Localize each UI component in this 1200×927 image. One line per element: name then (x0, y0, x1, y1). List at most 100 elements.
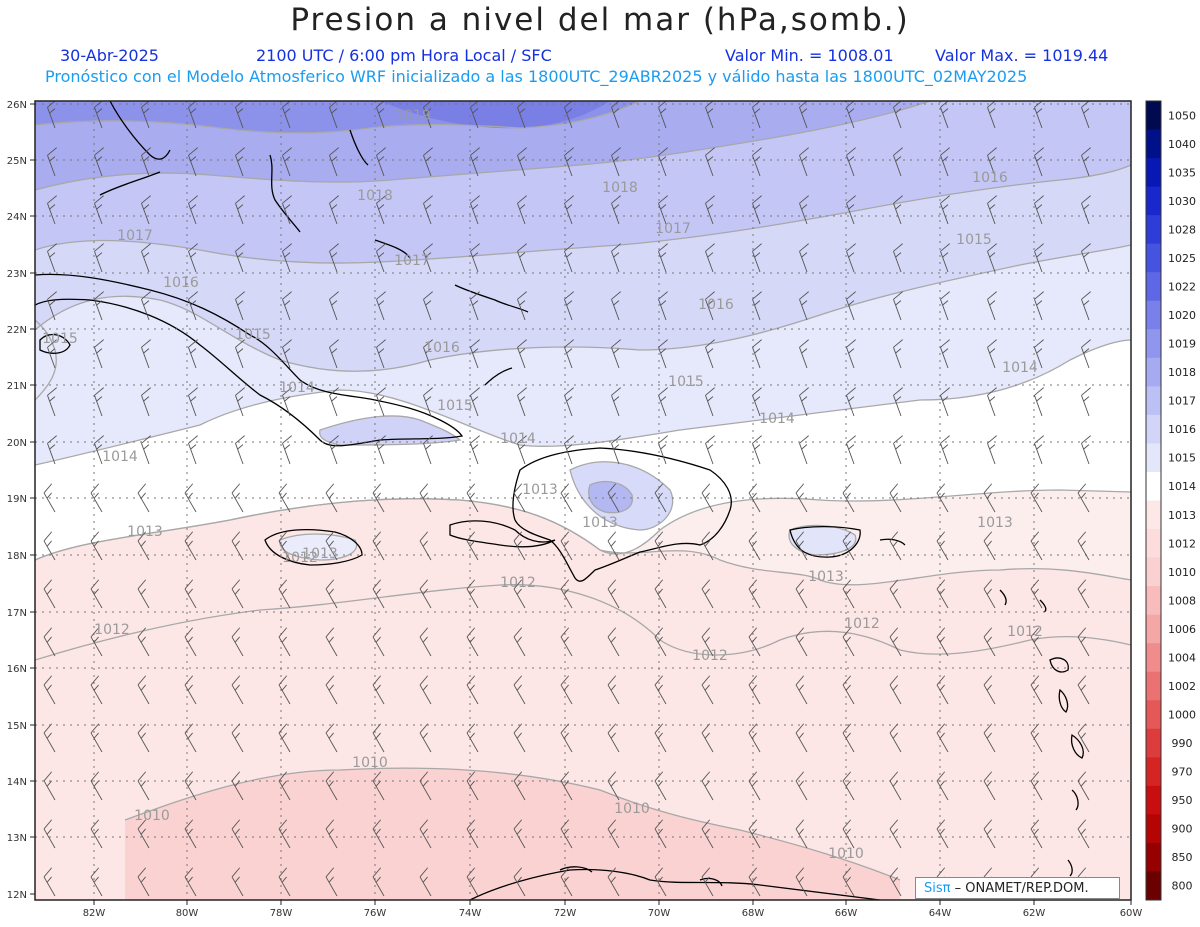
lat-label: 13N (7, 833, 27, 844)
wind-barb-flag (987, 243, 997, 252)
wind-barb-shaft (1030, 588, 1043, 609)
wind-barb-shaft (1077, 636, 1090, 657)
wind-barb-flag (940, 387, 950, 396)
wind-barb-shaft (513, 540, 526, 561)
wind-barb-flag (942, 396, 949, 402)
wind-barb-flag (516, 684, 522, 691)
wind-barb-flag (654, 819, 664, 830)
wind-barb-flag (754, 108, 761, 114)
wind-barb-shaft (188, 107, 197, 129)
wind-barb-shaft (282, 155, 291, 177)
wind-barb-flag (610, 588, 616, 595)
wind-barb-flag (566, 252, 573, 258)
wind-barb-flag (517, 101, 526, 108)
wind-barb-flag (235, 147, 245, 156)
wind-barb-flag (705, 387, 715, 396)
wind-barb-flag (660, 348, 667, 354)
wind-barb-shaft (752, 107, 761, 129)
wind-barb-flag (143, 156, 150, 162)
wind-barb-flag (986, 828, 992, 835)
wind-barb-flag (658, 387, 668, 396)
wind-barb-flag (282, 291, 292, 300)
wind-barb-shaft (560, 492, 573, 513)
wind-barb-flag (939, 684, 945, 691)
wind-barb-shaft (936, 684, 949, 705)
wind-barb-flag (752, 147, 762, 156)
wind-barb-flag (141, 387, 151, 396)
wind-barb-flag (987, 339, 997, 348)
wind-barb-flag (328, 684, 334, 691)
wind-barb-flag (842, 579, 852, 590)
wind-barb-flag (43, 723, 53, 734)
wind-barb-flag (989, 204, 996, 210)
wind-barb-flag (940, 147, 950, 156)
wind-barb-shaft (607, 492, 620, 513)
wind-barb-shaft (983, 540, 996, 561)
wind-barb-flag (187, 684, 193, 691)
wind-barb-flag (848, 300, 855, 306)
wind-barb-flag (43, 627, 53, 638)
colorbar-label: 1002 (1168, 680, 1196, 693)
isobar-value-label: 1012 (692, 648, 728, 664)
colorbar-label: 900 (1172, 823, 1193, 836)
wind-barb-shaft (423, 443, 432, 465)
wind-barb-flag (137, 771, 147, 782)
wind-barb-flag (472, 348, 479, 354)
wind-barb-flag (43, 819, 53, 830)
wind-barb-flag (560, 579, 570, 590)
wind-barb-shaft (705, 203, 714, 225)
wind-barb-shaft (1077, 540, 1090, 561)
wind-barb-flag (704, 780, 710, 787)
wind-barb-shaft (701, 492, 714, 513)
wind-barb-flag (939, 828, 945, 835)
wind-barb-shaft (372, 684, 385, 705)
colorbar: 1050 1040 1035 1030 1028 1025 1022 1020 1019 1018… (1145, 100, 1196, 901)
wind-barb-flag (798, 876, 804, 883)
wind-barb-flag (235, 435, 245, 444)
wind-barb-flag (190, 348, 197, 354)
lon-label: 70W (648, 908, 671, 919)
wind-barb-shaft (325, 732, 338, 753)
wind-barb-flag (516, 828, 522, 835)
wind-barb-shaft (329, 395, 338, 417)
wind-barb-flag (848, 252, 855, 258)
wind-barb-flag (422, 876, 428, 883)
wind-barb-flag (654, 531, 664, 542)
wind-barb-flag (846, 147, 856, 156)
wind-barb-flag (278, 867, 288, 878)
wind-barb-flag (517, 387, 527, 396)
wind-barb-shaft (705, 155, 714, 177)
wind-barb-shaft (842, 588, 855, 609)
wind-barb-shaft (329, 299, 338, 321)
wind-barb-flag (801, 396, 808, 402)
wind-barb-flag (798, 588, 804, 595)
wind-barb-flag (845, 876, 851, 883)
wind-barb-flag (49, 348, 56, 354)
wind-barb-shaft (470, 107, 479, 129)
wind-barb-flag (137, 819, 147, 830)
wind-barb-flag (707, 444, 714, 450)
wind-barb-shaft (137, 636, 150, 657)
wind-barb-flag (564, 195, 574, 204)
wind-barb-flag (846, 291, 856, 300)
wind-barb-flag (893, 243, 903, 252)
wind-barb-shaft (752, 443, 761, 465)
wind-barb-shaft (1034, 347, 1043, 369)
wind-barb-shaft (282, 299, 291, 321)
wind-barb-flag (516, 780, 522, 787)
wind-barb-shaft (423, 203, 432, 225)
isobar-1018 (35, 101, 931, 191)
wind-barb-shaft (517, 155, 526, 177)
wind-barb-flag (184, 819, 194, 830)
wind-barb-flag (278, 675, 288, 686)
wind-barb-flag (325, 579, 335, 590)
wind-barb-shaft (1081, 155, 1090, 177)
coast-haiti-peninsula (449, 520, 556, 548)
wind-barb-flag (704, 588, 710, 595)
wind-barb-flag (613, 300, 620, 306)
wind-barb-flag (46, 684, 52, 691)
wind-barb-shaft (889, 732, 902, 753)
wind-barb-shaft (560, 684, 573, 705)
wind-barb-flag (563, 780, 569, 787)
wind-barb-flag (278, 531, 288, 542)
